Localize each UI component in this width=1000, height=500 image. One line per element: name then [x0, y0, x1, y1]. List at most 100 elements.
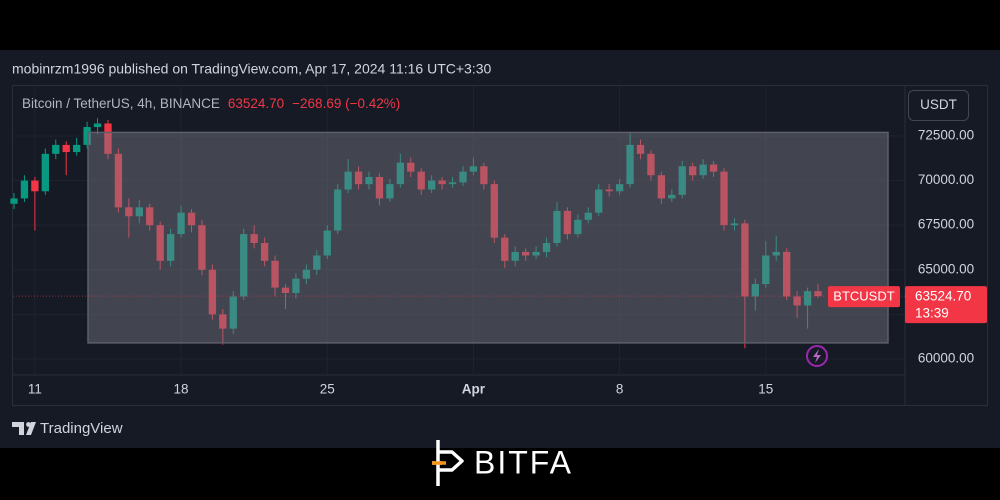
candle-body [62, 144, 70, 153]
candle-body [730, 223, 739, 226]
candle-body [647, 153, 655, 176]
candle-body [83, 127, 91, 145]
symbol-tag-bg [828, 286, 900, 308]
candle-body [542, 243, 551, 252]
tradingview-logo: TradingView [12, 420, 123, 437]
candle-body [72, 144, 81, 153]
alert-bolt[interactable] [813, 349, 821, 363]
candle-body [365, 177, 373, 185]
price-tag: 63524.70 [915, 289, 971, 304]
candle-body [563, 210, 572, 235]
candle-body [407, 162, 415, 172]
last-price: 63524.70 [228, 96, 284, 111]
candle-body [605, 189, 613, 192]
candle-body [699, 164, 707, 176]
published-line: mobinrzm1996 published on TradingView.co… [12, 61, 491, 77]
y-tick-label: 72500.00 [918, 128, 974, 143]
candle-body [783, 251, 791, 297]
candle-body [772, 251, 780, 256]
candle-body [595, 189, 603, 213]
chart-frame [12, 85, 988, 406]
candle-body [52, 144, 60, 154]
range-box [87, 131, 889, 344]
logo-dot [26, 422, 31, 427]
candle-body [751, 284, 760, 297]
candle-body [626, 144, 634, 185]
candle-body [250, 234, 258, 244]
candle-body [386, 184, 394, 199]
candle-body [511, 251, 519, 261]
candle-body [417, 171, 425, 190]
x-tick-label: 25 [320, 382, 335, 397]
countdown: 13:39 [915, 306, 949, 321]
candle-body [501, 237, 509, 261]
currency-label[interactable]: USDT [920, 97, 957, 112]
candle-body [323, 230, 331, 256]
price-tag-bg [905, 286, 987, 324]
candle-body [260, 243, 269, 261]
candle-body [125, 207, 133, 217]
candle-body [219, 314, 227, 329]
candle-body [459, 171, 467, 183]
x-tick-label: 11 [28, 382, 42, 397]
candle-body [438, 180, 446, 185]
candle-body [720, 171, 728, 226]
candle-body [135, 207, 143, 217]
currency-button[interactable] [908, 90, 969, 121]
candle-body [762, 255, 770, 285]
x-tick-label: 18 [174, 382, 189, 397]
change: −268.69 (−0.42%) [292, 96, 400, 111]
alert-icon[interactable] [806, 345, 828, 367]
brand: TradingView [40, 420, 123, 437]
candle-body [198, 225, 206, 270]
candle-body [114, 153, 123, 208]
candle-body [156, 225, 164, 261]
y-tick-label: 60000.00 [918, 351, 974, 366]
symbol: Bitcoin / TetherUS, 4h, BINANCE [22, 96, 220, 111]
candle-body [521, 251, 530, 256]
candle-body [229, 296, 237, 329]
candle-body [281, 287, 290, 293]
x-tick-label: Apr [462, 382, 486, 397]
candle-body [814, 291, 822, 297]
candle-body [292, 278, 300, 293]
symbol-tag: BTCUSDT [833, 289, 894, 304]
candle-body [334, 189, 342, 231]
x-tick-label: 15 [758, 382, 773, 397]
candle-body [10, 198, 18, 204]
candle-body [448, 182, 457, 185]
candle-body [166, 234, 175, 261]
candle-body [480, 166, 488, 185]
candle-body [709, 164, 718, 172]
candle-body [177, 212, 185, 235]
candle-body [793, 296, 801, 306]
candle-body [93, 123, 102, 128]
candle-body [375, 177, 384, 199]
candle-body [313, 255, 321, 270]
candle-body [490, 184, 498, 238]
candle-body [615, 184, 624, 192]
candle-body [240, 234, 248, 297]
candle-body [187, 212, 196, 226]
candle-body [741, 223, 749, 297]
candle-body [302, 269, 311, 279]
watermark: BITFA [474, 444, 573, 480]
candle-body [208, 269, 217, 315]
candle-body [20, 180, 29, 199]
candle-body [146, 207, 154, 226]
y-tick-label: 67500.00 [918, 217, 974, 232]
candle-body [396, 162, 404, 185]
alert-circle[interactable] [806, 345, 828, 367]
candle-body [553, 210, 561, 244]
candle-body [668, 194, 676, 199]
candle-body [428, 180, 436, 190]
candle-body [271, 260, 279, 288]
candle-body [657, 175, 666, 199]
candle-body [104, 123, 112, 154]
candle-body [532, 251, 540, 256]
y-tick-label: 70000.00 [918, 172, 974, 187]
y-tick-label: 65000.00 [918, 261, 974, 276]
candle-body [636, 144, 645, 154]
